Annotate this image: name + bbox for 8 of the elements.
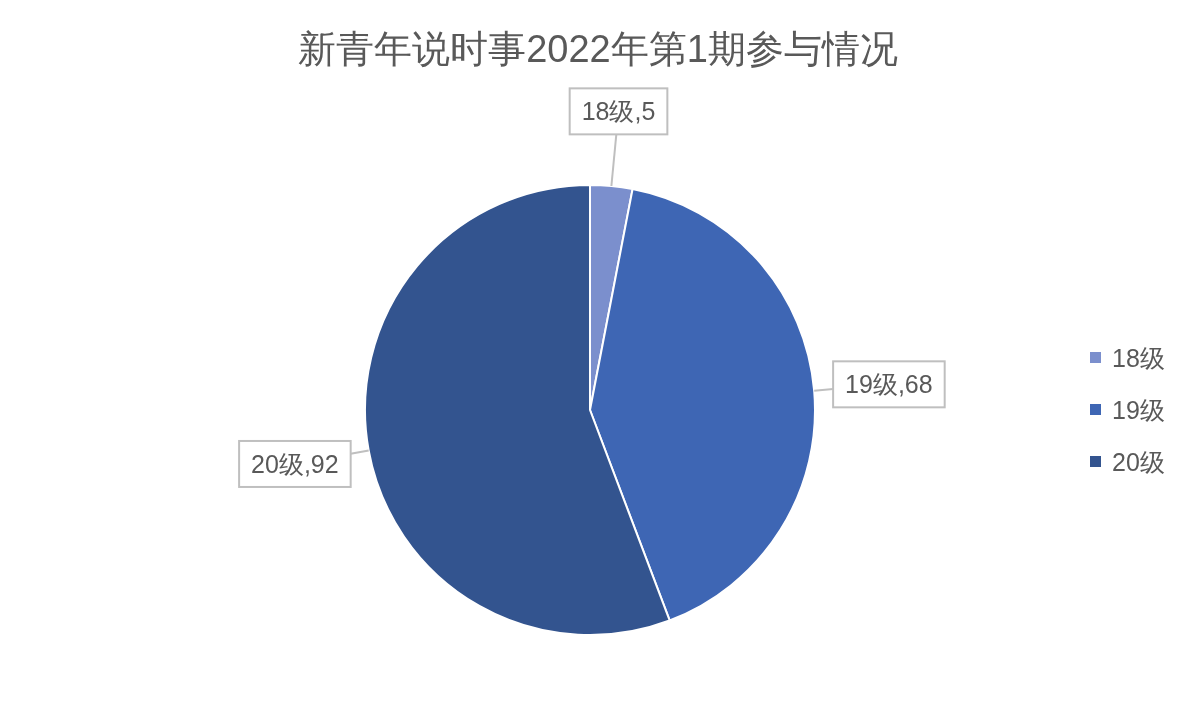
data-label: 18级,5 — [581, 97, 656, 126]
legend-label: 20级 — [1112, 448, 1165, 476]
legend-label: 19级 — [1112, 396, 1165, 424]
legend-label: 18级 — [1112, 344, 1165, 372]
legend: 18级 19级 20级 — [1090, 344, 1165, 476]
title: 新青年说时事2022年第1期参与情况 — [298, 28, 898, 70]
data-label: 20级,92 — [251, 449, 339, 478]
data-label: 19级,68 — [845, 370, 933, 399]
